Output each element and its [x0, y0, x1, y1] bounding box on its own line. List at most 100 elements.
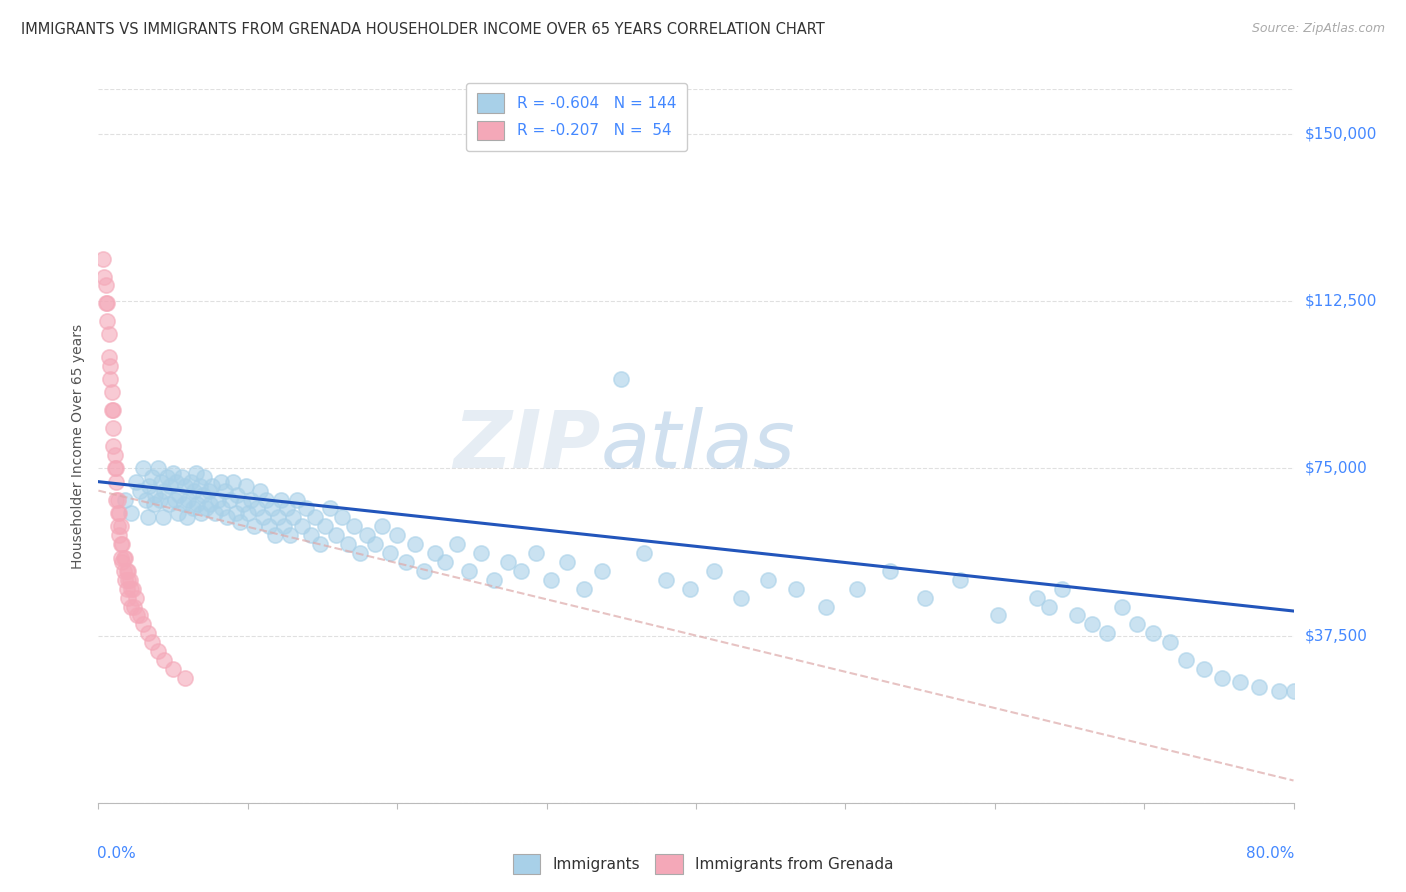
Point — [104, 448, 127, 462]
Point — [1111, 599, 1133, 614]
Point — [165, 475, 187, 489]
Point — [117, 591, 139, 605]
Point — [308, 537, 330, 551]
Point — [1142, 626, 1164, 640]
Point — [404, 537, 426, 551]
Legend: R = -0.604   N = 144, R = -0.207   N =  54: R = -0.604 N = 144, R = -0.207 N = 54 — [467, 83, 686, 151]
Point — [184, 466, 207, 480]
Point — [101, 403, 124, 417]
Point — [136, 510, 159, 524]
Point — [325, 528, 347, 542]
Point — [1025, 591, 1047, 605]
Point — [181, 501, 204, 516]
Point — [225, 506, 247, 520]
Point — [107, 492, 129, 507]
Point — [572, 582, 595, 596]
Point — [949, 573, 972, 587]
Point — [785, 582, 807, 596]
Point — [190, 506, 212, 520]
Point — [540, 573, 562, 587]
Text: IMMIGRANTS VS IMMIGRANTS FROM GRENADA HOUSEHOLDER INCOME OVER 65 YEARS CORRELATI: IMMIGRANTS VS IMMIGRANTS FROM GRENADA HO… — [21, 22, 825, 37]
Point — [172, 470, 194, 484]
Point — [1192, 662, 1215, 676]
Point — [336, 537, 359, 551]
Point — [364, 537, 387, 551]
Point — [1125, 617, 1147, 632]
Point — [114, 573, 136, 587]
Point — [356, 528, 378, 542]
Text: 0.0%: 0.0% — [97, 846, 136, 861]
Point — [267, 510, 290, 524]
Point — [97, 350, 120, 364]
Point — [125, 591, 148, 605]
Point — [105, 461, 128, 475]
Point — [183, 483, 205, 498]
Point — [114, 492, 136, 507]
Point — [186, 497, 208, 511]
Point — [349, 546, 371, 560]
Point — [105, 475, 128, 489]
Point — [117, 564, 139, 578]
Point — [93, 269, 115, 284]
Text: Source: ZipAtlas.com: Source: ZipAtlas.com — [1251, 22, 1385, 36]
Point — [157, 497, 180, 511]
Point — [98, 372, 122, 386]
Point — [129, 608, 152, 623]
Point — [207, 492, 229, 507]
Point — [423, 546, 446, 560]
Point — [458, 564, 481, 578]
Point — [496, 555, 519, 569]
Point — [105, 492, 128, 507]
Point — [129, 483, 152, 498]
Point — [236, 506, 259, 520]
Text: $37,500: $37,500 — [1305, 628, 1368, 643]
Point — [167, 488, 190, 502]
Point — [108, 528, 131, 542]
Point — [299, 528, 322, 542]
Point — [434, 555, 457, 569]
Point — [198, 483, 221, 498]
Point — [235, 479, 257, 493]
Point — [101, 385, 124, 400]
Point — [330, 510, 353, 524]
Point — [114, 550, 136, 565]
Point — [257, 519, 280, 533]
Point — [232, 497, 254, 511]
Point — [446, 537, 468, 551]
Point — [1249, 680, 1271, 694]
Point — [243, 519, 266, 533]
Point — [136, 626, 159, 640]
Point — [180, 475, 202, 489]
Point — [254, 492, 277, 507]
Point — [304, 510, 326, 524]
Point — [814, 599, 837, 614]
Point — [1081, 617, 1104, 632]
Point — [111, 537, 134, 551]
Point — [319, 501, 342, 516]
Point — [222, 475, 245, 489]
Point — [118, 573, 141, 587]
Point — [135, 492, 157, 507]
Text: atlas: atlas — [600, 407, 796, 485]
Point — [153, 483, 176, 498]
Point — [117, 573, 139, 587]
Point — [107, 519, 129, 533]
Point — [120, 599, 142, 614]
Point — [112, 550, 135, 565]
Point — [163, 492, 186, 507]
Point — [260, 501, 283, 516]
Point — [914, 591, 936, 605]
Point — [730, 591, 752, 605]
Point — [987, 608, 1010, 623]
Point — [103, 439, 125, 453]
Point — [120, 506, 142, 520]
Point — [214, 483, 236, 498]
Point — [484, 573, 506, 587]
Point — [176, 510, 198, 524]
Point — [1229, 675, 1251, 690]
Point — [229, 515, 252, 529]
Point — [143, 488, 166, 502]
Point — [132, 461, 155, 475]
Point — [191, 488, 214, 502]
Point — [846, 582, 869, 596]
